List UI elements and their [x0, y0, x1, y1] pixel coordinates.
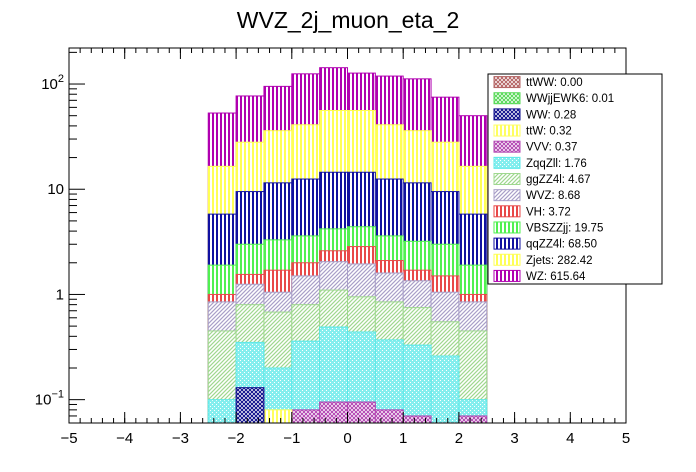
legend-entry: ttWW: 0.00 [493, 76, 583, 89]
x-tick-label: 0 [343, 430, 351, 447]
x-tick-label: 4 [566, 430, 574, 447]
legend-swatch [493, 237, 521, 250]
bar-vvv-bin-3 [291, 409, 321, 424]
legend-label: WW: 0.28 [526, 109, 576, 121]
legend-label: qqZZ4l: 68.50 [526, 239, 597, 251]
legend-entry: VBSZZjj: 19.75 [493, 221, 603, 234]
legend-label: VVV: 0.37 [526, 142, 577, 154]
legend-label: VH: 3.72 [526, 206, 571, 218]
legend-entry: ZqqZll: 1.76 [493, 156, 587, 170]
legend-entry: WZ: 615.64 [493, 269, 586, 283]
legend: ttWW: 0.00 WWjjEWK6: 0.01 WW: 0.28 ttW: 0.3… [487, 73, 663, 285]
legend-label: ggZZ4l: 4.67 [526, 174, 591, 186]
legend-label: Zjets: 282.42 [526, 255, 592, 267]
bar-ttw-bin-2 [263, 409, 293, 424]
legend-swatch [493, 205, 521, 218]
y-tick-label: 10−1 [35, 389, 64, 409]
x-tick-label: 2 [455, 430, 463, 447]
legend-entry: VH: 3.72 [493, 205, 571, 218]
legend-label: ttW: 0.32 [526, 126, 572, 138]
x-tick-label: −4 [116, 430, 133, 447]
legend-swatch [493, 173, 521, 185]
y-tick-label: 1 [56, 286, 64, 303]
x-tick-label: 1 [399, 430, 407, 447]
legend-label: WVZ: 8.68 [526, 190, 580, 202]
legend-swatch [493, 76, 521, 89]
legend-label: VBSZZjj: 19.75 [526, 222, 603, 234]
y-tick-label: 102 [41, 73, 64, 93]
chart-title: WVZ_2j_muon_eta_2 [237, 7, 459, 33]
legend-swatch [493, 189, 521, 202]
bar-vvv-bin-9 [458, 415, 488, 424]
bar-zqqzll-bin-8 [430, 355, 460, 424]
legend-swatch [493, 140, 521, 153]
bar-vvv-bin-4 [319, 401, 348, 424]
bar-vvv-bin-5 [347, 401, 376, 424]
x-tick-label: −2 [228, 430, 245, 447]
x-axis: −5 −4 −3 −2 −1 0 1 2 3 4 5 [60, 48, 630, 447]
bar-vvv-bin-6 [374, 409, 404, 424]
legend-entry: ttW: 0.32 [493, 124, 572, 138]
x-tick-label: 5 [622, 430, 630, 447]
legend-swatch [493, 253, 521, 266]
legend-entry: WVZ: 8.68 [493, 189, 580, 202]
bar-zqqzll-bin-0 [207, 399, 237, 424]
legend-label: WZ: 615.64 [526, 271, 586, 283]
legend-entry: WWjjEWK6: 0.01 [493, 92, 614, 105]
legend-swatch [493, 124, 521, 137]
legend-entry: qqZZ4l: 68.50 [493, 237, 597, 251]
bar-vvv-bin-7 [402, 415, 432, 424]
y-axis: 10−1 1 10 102 [35, 51, 85, 424]
y-tick-label: 10 [47, 181, 64, 198]
legend-label: WWjjEWK6: 0.01 [526, 93, 614, 105]
x-tick-label: −3 [172, 430, 189, 447]
legend-swatch [493, 108, 521, 121]
legend-swatch [493, 92, 521, 105]
x-tick-label: 3 [510, 430, 518, 447]
legend-swatch [493, 269, 521, 282]
bar-ww-bin-1 [235, 387, 265, 424]
x-tick-label: −1 [283, 430, 300, 447]
legend-label: ZqqZll: 1.76 [526, 158, 587, 170]
legend-swatch [493, 156, 521, 169]
legend-entry: VVV: 0.37 [493, 140, 577, 154]
x-tick-label: −5 [60, 430, 77, 447]
legend-entry: Zjets: 282.42 [493, 253, 592, 267]
legend-label: ttWW: 0.00 [526, 77, 583, 89]
bar-zqqzll-bin-6 [374, 339, 404, 424]
legend-entry: ggZZ4l: 4.67 [493, 173, 591, 186]
bar-zqqzll-bin-3 [291, 340, 321, 424]
legend-entry: WW: 0.28 [493, 108, 576, 121]
bar-zqqzll-bin-7 [402, 344, 432, 424]
legend-swatch [493, 221, 521, 234]
stacked-bars [207, 67, 488, 424]
